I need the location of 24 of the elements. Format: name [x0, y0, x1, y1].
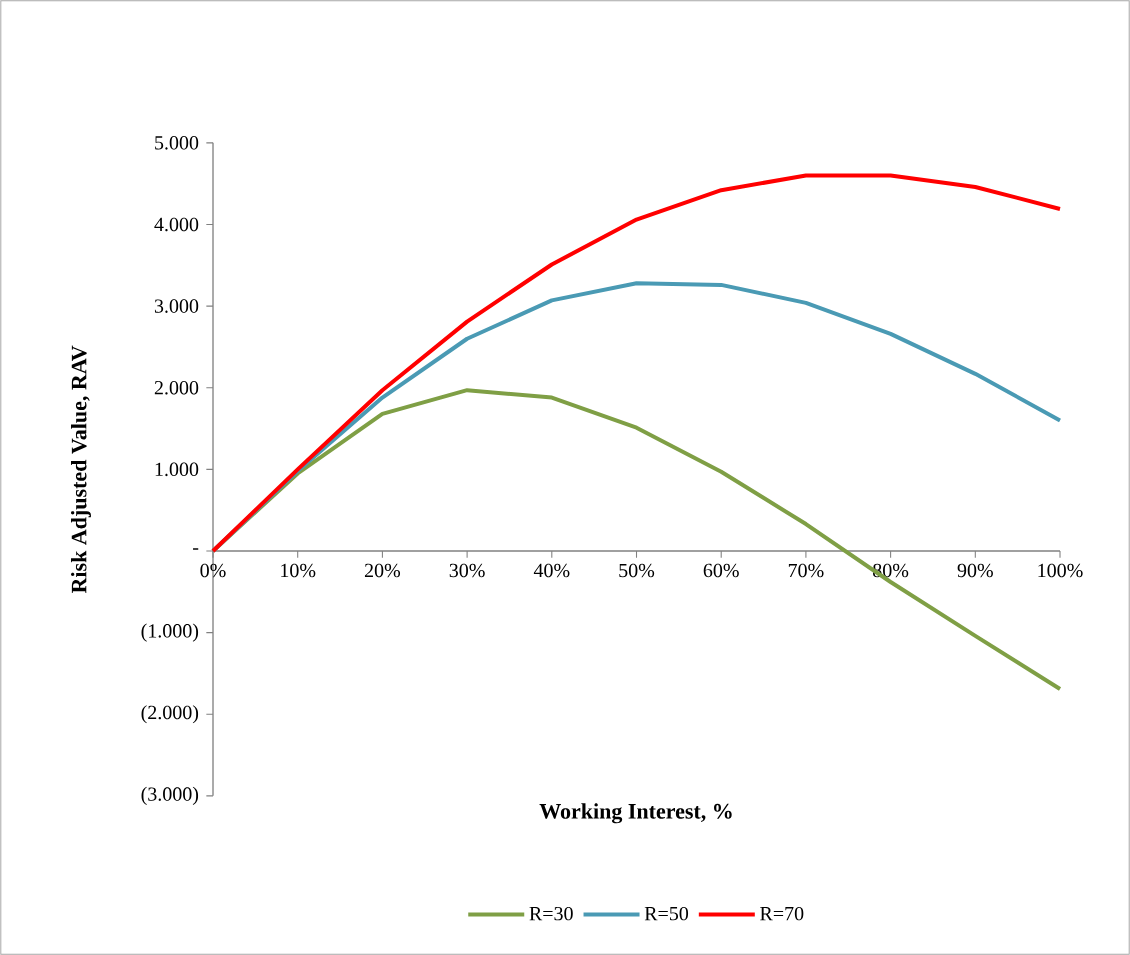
y-tick-label: (3.000): [141, 786, 199, 805]
legend-label: R=30: [529, 906, 573, 921]
y-axis-title: Risk Adjusted Value, RAV: [71, 345, 91, 594]
x-tick-label: 100%: [1038, 563, 1083, 578]
x-tick-label: 90%: [957, 563, 993, 578]
y-tick-label: 1.000: [155, 462, 199, 477]
y-tick-label: (2.000): [141, 705, 199, 724]
x-tick-label: 30%: [449, 563, 485, 578]
x-tick-label: 50%: [619, 563, 655, 578]
y-tick-label: 2.000: [154, 380, 199, 395]
y-tick-label: (1.000): [141, 623, 199, 642]
x-tick-label: 70%: [788, 563, 824, 578]
x-tick-label: 60%: [703, 563, 739, 578]
x-tick-label: 40%: [533, 563, 570, 578]
x-tick-label: 10%: [281, 563, 316, 578]
x-axis-title: Working Interest, %: [539, 803, 732, 824]
legend-label: R=70: [760, 906, 804, 921]
x-tick-label: 0%: [200, 563, 226, 578]
y-tick-label: 3.000: [154, 299, 199, 313]
legend-label: R=50: [644, 906, 689, 921]
y-tick-label: -: [193, 548, 199, 550]
y-tick-label: 5.000: [155, 136, 199, 150]
x-tick-label: 20%: [364, 563, 401, 578]
y-tick-label: 4.000: [154, 217, 199, 232]
